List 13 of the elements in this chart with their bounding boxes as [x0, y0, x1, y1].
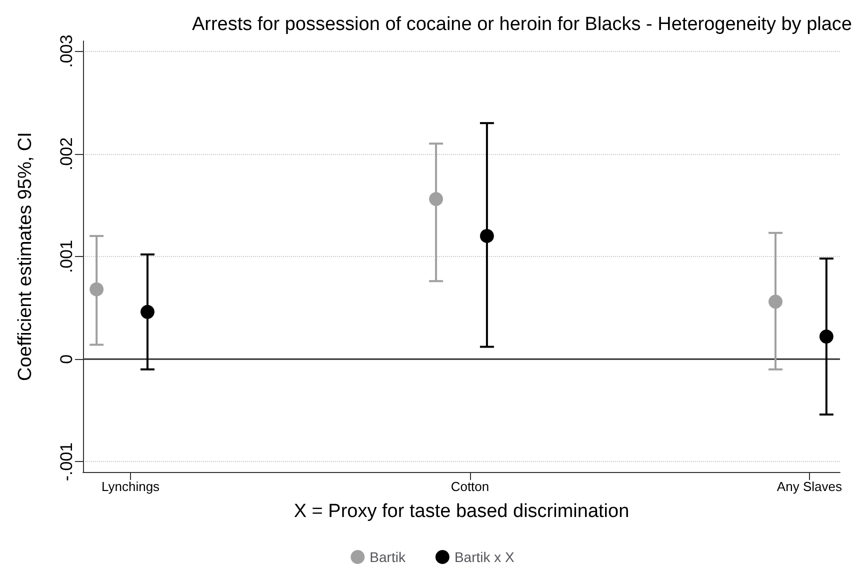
y-tick-label: .003: [57, 34, 76, 68]
y-tick-label: .002: [57, 137, 76, 170]
x-tick-label: Any Slaves: [776, 479, 842, 494]
y-tick-label: .001: [57, 240, 76, 274]
x-tick-label: Cotton: [450, 479, 490, 494]
legend-label: Bartik x X: [454, 549, 516, 565]
y-tick-label: -.001: [57, 442, 76, 482]
y-tick-label: 0: [57, 354, 76, 364]
legend-label: Bartik: [370, 549, 406, 565]
y-axis-title: Coefficient estimates 95%, CI: [15, 132, 36, 381]
x-tick-label: Lynchings: [101, 479, 160, 494]
x-axis-title: X = Proxy for taste based discrimination: [294, 501, 630, 522]
chart-title: Arrests for possession of cocaine or heroin for Blacks - Heterogeneity by place: [192, 14, 852, 35]
